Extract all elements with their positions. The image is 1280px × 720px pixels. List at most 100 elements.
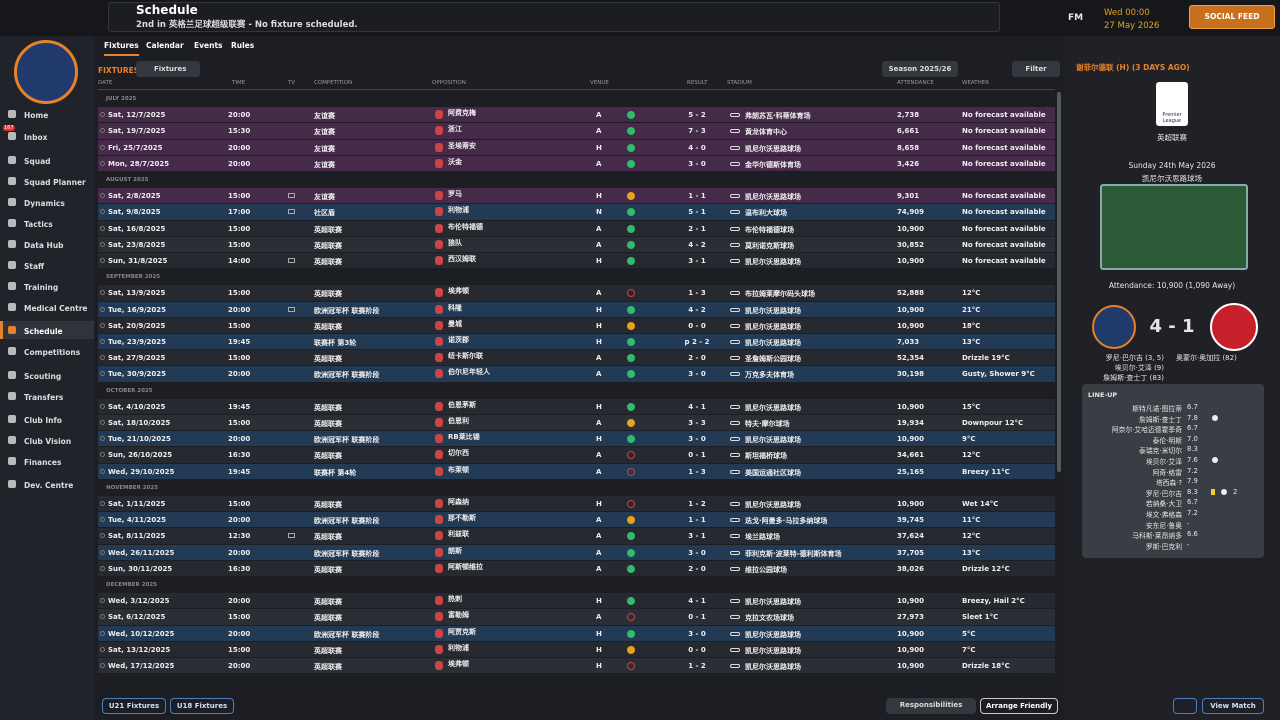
opponent-badge <box>435 661 443 670</box>
nav-item[interactable]: Inbox <box>24 133 48 142</box>
view-match[interactable]: View Match <box>1202 698 1264 714</box>
nav-item[interactable]: Tactics <box>24 220 53 229</box>
venue: H <box>596 321 602 330</box>
nav-item[interactable]: Dev. Centre <box>24 481 74 490</box>
fixture-row <box>98 317 1055 333</box>
stadium: 万克多夫体育场 <box>745 371 794 380</box>
time: 14:00 <box>228 257 251 265</box>
outcome-icon <box>627 354 635 363</box>
competition: 友谊赛 <box>314 193 335 202</box>
nav-item[interactable]: Squad <box>24 157 51 166</box>
filter-button[interactable]: Filter <box>1012 61 1060 77</box>
competition: 联赛杯 第4轮 <box>314 468 357 477</box>
player-name: 埃贝尔·艾泽 <box>1145 458 1182 466</box>
fixture-row <box>98 512 1055 528</box>
opponent-badge <box>435 596 443 606</box>
stadium-icon <box>730 404 740 409</box>
view-dropdown[interactable]: Fixtures <box>136 61 200 77</box>
date: Sat, 4/10/2025 <box>108 402 166 411</box>
date: Wed, 3/12/2025 <box>108 597 170 606</box>
attendance: 52,354 <box>897 354 925 363</box>
nav-icon <box>8 392 16 400</box>
column-header: TV <box>288 80 296 86</box>
opponent-badge <box>435 531 443 541</box>
month-header: NOVEMBER 2025 <box>106 484 159 491</box>
opposition: 西汉姆联 <box>448 255 476 263</box>
opposition: 朗斯 <box>448 546 462 555</box>
row-icon <box>100 322 105 328</box>
fixture-row <box>98 463 1055 479</box>
outcome-icon <box>627 289 635 298</box>
nav-item[interactable]: Club Vision <box>24 437 72 446</box>
nav-item[interactable]: Medical Centre <box>24 304 88 313</box>
weather: 12°C <box>962 532 981 541</box>
column-header: COMPETITION <box>314 80 353 86</box>
nav-item[interactable]: Scouting <box>24 372 62 381</box>
weather: Drizzle 12°C <box>962 564 1010 573</box>
stadium-icon <box>730 161 740 166</box>
result: 1 - 3 <box>688 289 706 298</box>
weather: 7°C <box>962 645 976 654</box>
stadium-icon <box>730 469 740 474</box>
venue: A <box>596 240 602 249</box>
nav-item[interactable]: Staff <box>24 262 45 271</box>
responsibilities[interactable]: Responsibilities <box>886 698 976 714</box>
nav-icon <box>8 303 16 311</box>
nav-item[interactable]: Schedule <box>24 327 63 336</box>
date: Sat, 2/8/2025 <box>108 192 161 201</box>
nav-item[interactable]: Home <box>24 111 49 120</box>
u21-button[interactable]: U21 Fixtures <box>102 698 166 714</box>
weather: 13°C <box>962 338 981 346</box>
opposition: 沃金 <box>448 157 462 166</box>
stadium: 凯尼尔沃思路球场 <box>745 193 801 202</box>
u18-button[interactable]: U18 Fixtures <box>170 698 234 714</box>
search-bar <box>108 2 1000 32</box>
attendance: 10,900 <box>897 645 925 654</box>
date: Sat, 8/11/2025 <box>108 532 166 541</box>
outcome-icon <box>627 645 635 654</box>
opponent-badge <box>435 353 443 363</box>
season-dropdown[interactable]: Season 2025/26 <box>882 61 958 77</box>
attendance: 37,624 <box>897 532 925 541</box>
nav-item[interactable]: Squad Planner <box>24 178 86 187</box>
opponent-badge <box>435 628 443 638</box>
nav-item[interactable]: Competitions <box>24 348 81 357</box>
venue: A <box>596 159 602 168</box>
row-icon <box>100 533 105 539</box>
venue: A <box>596 451 602 460</box>
nav-item[interactable]: Transfers <box>24 393 64 402</box>
competition: 欧洲冠军杯 联赛阶段 <box>314 549 380 558</box>
scrollbar <box>1057 92 1061 472</box>
nav-item[interactable]: Club Info <box>24 416 62 425</box>
opponent-badge <box>435 337 443 346</box>
weather: 11°C <box>962 516 981 525</box>
fixture-row <box>98 625 1055 641</box>
opponent-badge <box>435 207 443 217</box>
outcome-icon <box>627 240 635 249</box>
nav-item[interactable]: Dynamics <box>24 199 65 208</box>
social-feed[interactable]: SOCIAL FEED <box>1189 5 1275 29</box>
result: 3 - 0 <box>688 629 706 638</box>
competition: 英超联赛 <box>314 290 342 299</box>
nav-item[interactable]: Data Hub <box>24 241 64 250</box>
next-button[interactable] <box>1173 698 1197 714</box>
fixture-row <box>98 415 1055 431</box>
stadium-icon <box>730 113 740 118</box>
stadium: 莫利诺克斯球场 <box>745 241 794 250</box>
arrange-friendly[interactable]: Arrange Friendly <box>980 698 1058 714</box>
time: 19:45 <box>228 402 251 411</box>
row-icon <box>100 355 105 361</box>
nav-item[interactable]: Finances <box>24 458 62 467</box>
month-header: DECEMBER 2025 <box>106 582 157 588</box>
outcome-icon <box>627 629 635 638</box>
outcome-icon <box>627 564 635 573</box>
stadium: 凯尼尔沃思路球场 <box>745 646 801 655</box>
column-header: OPPOSITION <box>432 80 466 86</box>
player-rating: 6.7 <box>1187 403 1198 411</box>
competition: 英超联赛 <box>314 452 342 461</box>
panel-heading: 谢菲尔德联 (H) (3 DAYS AGO) <box>1076 63 1190 72</box>
competition: 欧洲冠军杯 联赛阶段 <box>314 630 380 639</box>
tab: Calendar <box>146 41 184 50</box>
nav-item[interactable]: Training <box>24 283 59 292</box>
date: Fri, 25/7/2025 <box>108 143 163 152</box>
